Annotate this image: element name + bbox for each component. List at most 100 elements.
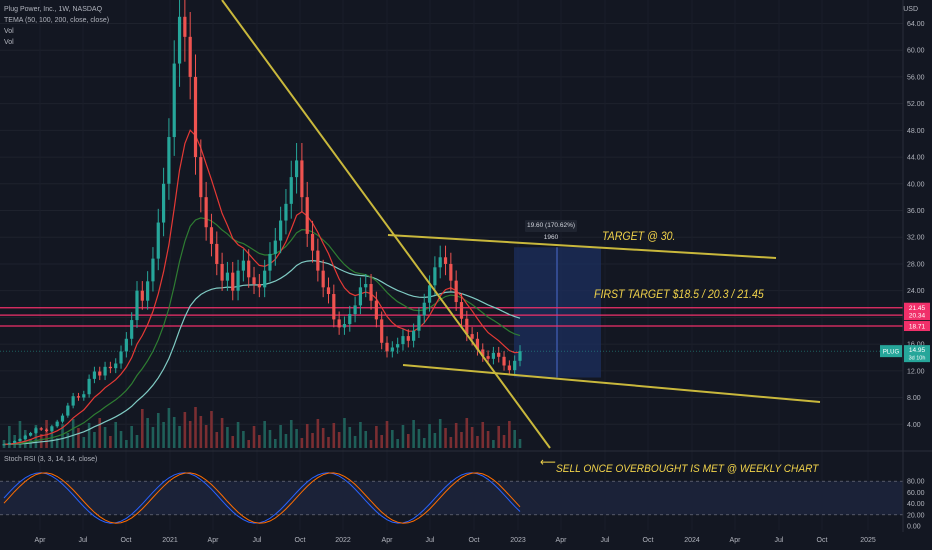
lower-channel-line [402,364,821,403]
candle-body [66,405,70,416]
rsi-tick-label: 60.00 [907,490,925,497]
volume-bar [337,432,341,448]
candle-body [119,351,123,364]
candle-body [34,428,38,433]
volume-bar [167,408,171,448]
candle-body [486,356,490,359]
time-tick-label: 2022 [335,537,351,544]
candle-body [146,281,150,301]
volume-bar [401,425,405,448]
volume-bar [428,424,431,448]
price-tick-label: 4.00 [907,422,921,429]
candle-body [284,203,288,221]
candle-body [209,227,214,244]
candle-body [438,257,442,268]
candle-body [459,302,464,319]
candle-body [502,356,506,366]
candle-body [82,394,86,398]
volume-bar [396,439,399,448]
volume-bar [39,434,43,448]
rsi-band [0,481,903,515]
volume-bar [125,440,128,448]
stoch-rsi-d [3,472,521,524]
volume-bar [199,416,203,448]
price-tick-label: 44.00 [907,155,925,162]
volume-bar [311,433,314,448]
candle-body [23,435,27,439]
price-tick-label: 8.00 [907,395,921,402]
time-tick-label: Oct [121,537,132,544]
volume-bar [114,422,118,448]
volume-bar [61,424,64,448]
price-tick-label: 28.00 [907,261,925,268]
volume-bar [508,421,511,448]
tema-line [3,129,521,445]
candle-body [475,338,480,350]
time-tick-label: 2021 [162,537,178,544]
candle-body [470,334,474,339]
time-tick-label: Apr [556,537,568,544]
candle-body [188,36,192,77]
first-target-annotation: FIRST TARGET $18.5 / 20.3 / 21.45 [594,289,764,301]
volume-bar [119,431,123,448]
candle-body [513,360,517,371]
time-tick-label: 2024 [684,537,700,544]
volume-bar [178,426,181,448]
volume-bar [433,433,437,448]
legend-title: Plug Power, Inc., 1W, NASDAQ [4,6,103,13]
candle-body [396,344,400,348]
candle-body [76,396,81,398]
candle-body [7,442,11,445]
rsi-tick-label: 20.00 [907,512,925,519]
candle-body [55,421,59,427]
volume-bar [406,434,410,448]
candle-body [44,429,49,431]
candle-body [385,342,389,352]
volume-bar [273,439,277,448]
candle-body [348,314,352,325]
candle-body [204,197,208,228]
candle-body [108,366,112,369]
volume-bar [258,435,261,448]
volume-bar [226,427,229,448]
tema-line [3,217,521,445]
volume-bar [172,417,176,448]
symbol-tag-label: PLUG [883,350,900,356]
volume-bar [87,423,91,448]
candle-body [60,415,65,422]
measure-label: 19.60 (170.62%) 1960 [525,220,577,241]
price-tick-label: 56.00 [907,74,925,81]
candle-body [443,257,448,264]
target-annotation: TARGET @ 30. [602,231,676,243]
stoch-rsi-k [3,472,521,524]
volume-bar [247,440,251,448]
level-tag [904,321,930,332]
candle-body [294,160,299,178]
symbol-tag [880,345,902,358]
volume-bar [45,420,48,448]
volume-bar [321,428,325,448]
volume-bar [263,421,266,448]
time-tick-label: Oct [643,537,654,544]
volume-bar [289,420,293,448]
volume-bar [305,424,309,448]
candle-body [114,363,118,369]
chart-legend: Plug Power, Inc., 1W, NASDAQ TEMA (50, 1… [4,4,109,48]
level-tag-label: 18.71 [909,324,926,331]
candle-body [305,197,309,234]
volume-bar [103,427,107,448]
level-tag [904,310,930,321]
time-tick-label: Apr [208,537,220,544]
candle-body [342,324,347,328]
volume-bar [151,427,155,448]
volume-bar [391,430,394,448]
volume-bar [77,428,80,448]
candle-body [353,305,357,315]
candle-body [263,270,267,288]
price-tick-label: 64.00 [907,21,925,28]
candle-body [316,250,320,271]
candle-body [422,302,426,316]
candle-body [135,290,139,321]
candle-body [364,284,368,288]
